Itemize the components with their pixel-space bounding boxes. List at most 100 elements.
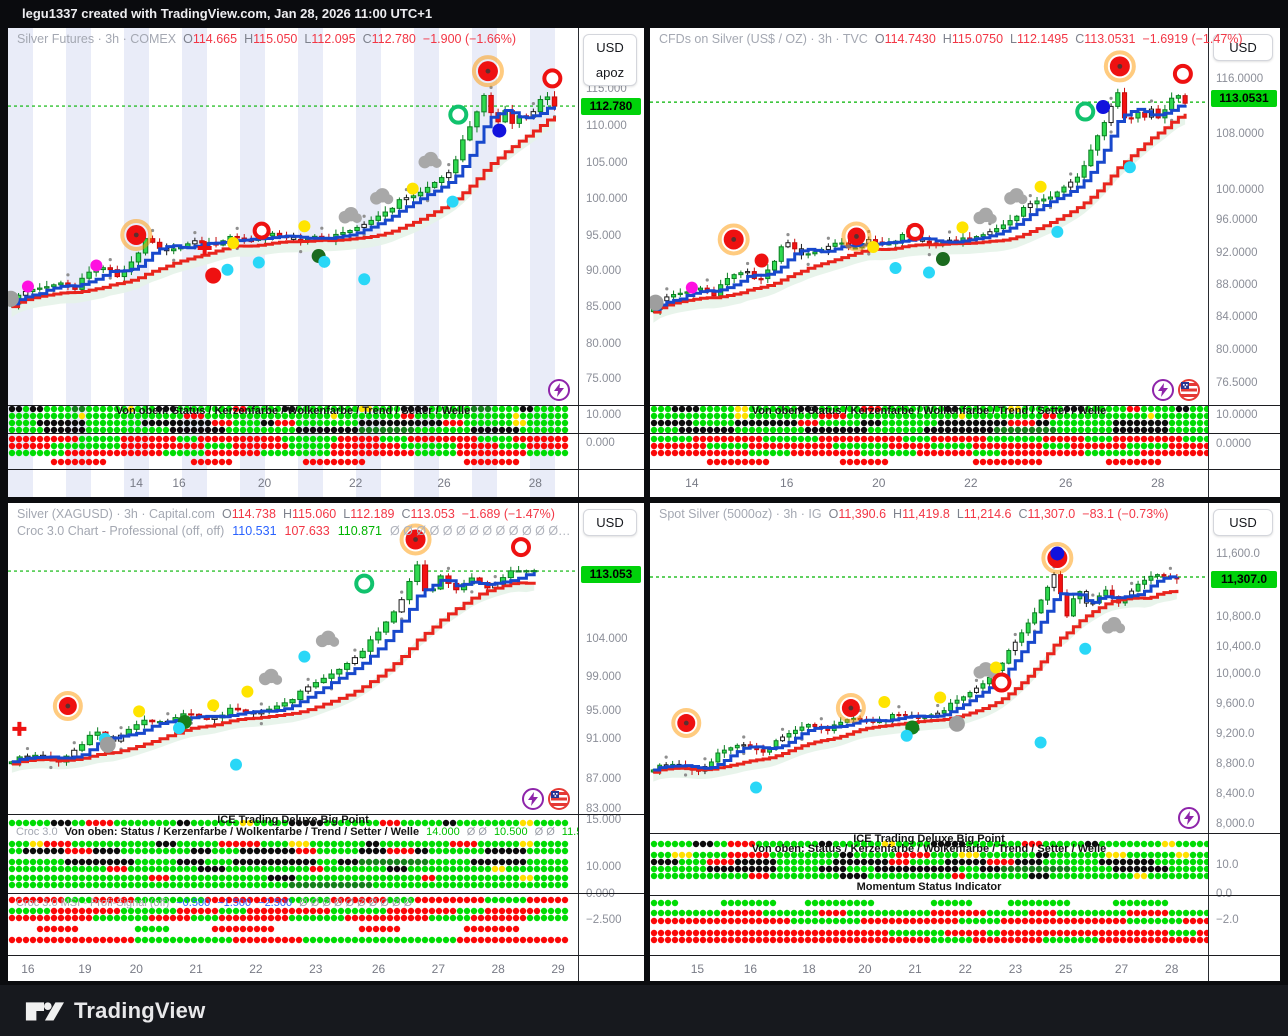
cross-marker: [12, 721, 27, 736]
indicator-dot: [790, 405, 798, 413]
indicator-dot: [323, 881, 331, 889]
indicator-dot: [1049, 419, 1057, 427]
currency-option-USD[interactable]: USD: [596, 515, 624, 530]
indicator-dot: [71, 405, 79, 413]
indicator-dot: [29, 865, 37, 873]
indicator-dot: [881, 442, 889, 450]
indicator-dot: [1175, 426, 1183, 433]
price-scale-comex[interactable]: 115.000 110.000 105.000 100.000 95.000 90.000…: [578, 28, 644, 497]
indicator-dot: [477, 865, 485, 873]
chart-canvas-comex[interactable]: [8, 28, 578, 405]
signal-micro-dot: [936, 703, 940, 708]
indicator-dot: [204, 419, 212, 427]
indicator-dot: [85, 419, 93, 427]
indicator-dot: [435, 419, 443, 427]
indicator-dot: [762, 936, 770, 944]
tradingview-logo-icon[interactable]: [24, 997, 64, 1025]
indicator-dot: [1098, 449, 1106, 457]
indicator-dot: [944, 917, 952, 925]
events-lightning-icon[interactable]: [1152, 379, 1174, 401]
indicator-dot: [155, 858, 163, 866]
indicator-dot: [316, 449, 324, 457]
cloud-marker: [1017, 194, 1028, 205]
us-flag-icon[interactable]: [1178, 379, 1200, 401]
indicator-dot: [713, 435, 721, 443]
indicator-dot: [762, 405, 770, 413]
indicator-dot: [1175, 851, 1183, 859]
price-scale-tvc[interactable]: 116.0000 108.0000 100.0000 96.0000 92.0000 88…: [1208, 28, 1280, 497]
indicator-dot: [1154, 851, 1162, 859]
indicator-dot: [671, 936, 679, 944]
ma-fast-line: [11, 106, 556, 306]
candle-body: [792, 242, 798, 250]
chart-canvas-capital[interactable]: [8, 503, 578, 814]
indicator-dot: [741, 872, 749, 880]
currency-button-comex[interactable]: USD apoz: [583, 34, 637, 86]
indicator-dot: [337, 449, 345, 457]
chart-canvas-tvc[interactable]: [650, 28, 1208, 405]
time-axis-ig[interactable]: 15 16 18 20 21 22 23 25 27 28: [650, 955, 1280, 981]
indicator-dot: [818, 442, 826, 450]
indicator-dot: [1175, 412, 1183, 420]
time-axis-tvc[interactable]: 14 16 20 22 26 28: [650, 469, 1280, 497]
indicator-dot: [1049, 449, 1057, 457]
currency-button-tvc[interactable]: USD: [1213, 34, 1273, 61]
tradingview-logo-text[interactable]: TradingView: [74, 997, 206, 1023]
indicator-dot: [769, 917, 777, 925]
indicator-dot: [246, 936, 254, 944]
indicator-dot: [204, 458, 212, 466]
currency-option-USD[interactable]: USD: [596, 40, 624, 55]
time-axis-comex[interactable]: 14 16 20 22 26 28: [8, 469, 644, 497]
indicator-dot: [727, 412, 735, 420]
events-lightning-icon[interactable]: [522, 788, 544, 810]
price-scale-capital[interactable]: 104.000 99.000 95.000 91.000 87.000 83.000 15.…: [578, 503, 644, 981]
indicator-dot: [106, 907, 114, 915]
currency-option-apoz[interactable]: apoz: [595, 65, 625, 80]
indicator-dot: [1119, 872, 1127, 880]
indicator-dot: [505, 907, 513, 915]
indicator-dot: [526, 449, 534, 457]
indicator-dot: [15, 858, 23, 866]
indicator-dot: [183, 449, 191, 457]
indicator-dot: [232, 847, 240, 855]
cloud-marker: [1115, 623, 1126, 634]
chart-canvas-ig[interactable]: [650, 503, 1208, 833]
indicator-dot: [671, 899, 679, 907]
indicator-dot: [421, 874, 429, 882]
indicator-dot: [1084, 442, 1092, 450]
currency-button-ig[interactable]: USD: [1213, 509, 1273, 536]
signal-dot-marker: [207, 699, 220, 712]
price-tick: 83.000: [586, 803, 622, 815]
indicator-dot: [1056, 929, 1064, 937]
us-flag-icon[interactable]: [548, 788, 570, 810]
indicator-dot: [15, 914, 23, 922]
indicator-dot: [295, 426, 303, 433]
indicator-dot: [295, 914, 303, 922]
events-lightning-icon[interactable]: [1178, 807, 1200, 829]
indicator-dot: [1196, 840, 1204, 848]
indicator-dot: [540, 865, 548, 873]
currency-button-capital[interactable]: USD: [583, 509, 637, 536]
indicator-dot: [1203, 419, 1208, 427]
indicator-dot: [316, 819, 324, 827]
indicator-dot: [909, 929, 917, 937]
indicator-dot: [246, 442, 254, 450]
events-lightning-icon[interactable]: [548, 379, 570, 401]
currency-option-USD[interactable]: USD: [1229, 40, 1257, 55]
currency-option-USD[interactable]: USD: [1229, 515, 1257, 530]
indicator-dot: [99, 914, 107, 922]
indicator-dot: [57, 907, 65, 915]
indicator-dot: [92, 840, 100, 848]
indicator-dot: [979, 865, 987, 873]
time-axis-capital[interactable]: 16 19 20 21 22 23 26 27 28 29: [8, 955, 644, 981]
indicator-dot: [43, 907, 51, 915]
indicator-dot: [547, 412, 555, 420]
indicator-dot: [972, 858, 980, 866]
indicator-dot: [197, 858, 205, 866]
price-scale-ig[interactable]: 11,600.0 10,800.0 10,400.0 10,000.0 9,600.0 9…: [1208, 503, 1280, 981]
indicator-dot: [351, 819, 359, 827]
indicator-dot: [533, 858, 541, 866]
signal-dot-marker: [406, 182, 419, 195]
indicator-dot: [1007, 929, 1015, 937]
candle-body: [1064, 593, 1070, 617]
